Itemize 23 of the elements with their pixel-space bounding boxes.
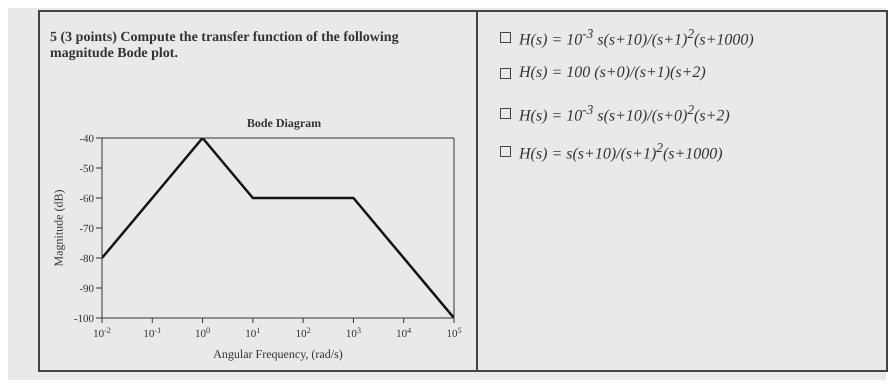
y-tick-label: -40 <box>79 132 94 145</box>
x-tick-label: 10$^{5}$ <box>446 326 462 340</box>
y-tick-label: -60 <box>79 192 94 205</box>
x-tick-label: 10$^{2}$ <box>296 326 311 340</box>
x-axis-title: Angular Frequency, (rad/s) <box>213 347 343 361</box>
y-tick-label: -50 <box>79 162 94 175</box>
y-tick-label: -100 <box>74 312 94 325</box>
text: H(s) = 10$^{-3}$ s(s+10)/(s+1)$^{2}$(s+1000) <box>519 26 754 50</box>
x-tick-label: 10$^{1}$ <box>245 326 260 340</box>
x-tick-label: 10$^{-2}$ <box>93 326 111 340</box>
x-tick-label: 10$^{0}$ <box>195 326 210 340</box>
y-axis-title: Magnitude (dB) <box>51 190 66 266</box>
y-tick-label: -80 <box>79 252 94 265</box>
chart-title: Bode Diagram <box>246 116 322 131</box>
y-tick-label: -70 <box>79 222 94 235</box>
x-tick-label: 10$^{-1}$ <box>143 326 162 340</box>
text: H(s) = 100 (s+0)/(s+1)(s+2) <box>519 64 706 82</box>
text: 5 (3 points) Compute the transfer function of the following magnitude Bode plot. <box>50 30 400 62</box>
x-tick-label: 10$^{4}$ <box>396 326 412 340</box>
y-tick-label: -90 <box>79 282 94 295</box>
text: H(s) = s(s+10)/(s+1)$^{2}$(s+1000) <box>519 140 723 164</box>
x-tick-label: 10$^{3}$ <box>346 326 361 340</box>
text: H(s) = 10$^{-3}$ s(s+10)/(s+0)$^{2}$(s+2) <box>519 102 730 126</box>
